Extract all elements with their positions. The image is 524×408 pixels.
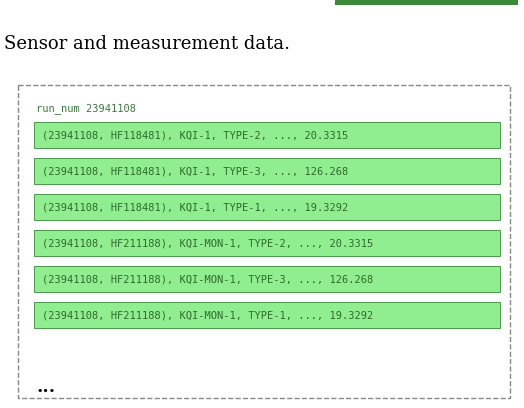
Text: (23941108, HF211188), KQI-MON-1, TYPE-1, ..., 19.3292: (23941108, HF211188), KQI-MON-1, TYPE-1,… <box>42 310 373 320</box>
Text: (23941108, HF118481), KQI-1, TYPE-2, ..., 20.3315: (23941108, HF118481), KQI-1, TYPE-2, ...… <box>42 130 348 140</box>
Bar <box>34 230 500 256</box>
Text: ...: ... <box>36 378 55 396</box>
Bar <box>335 0 518 5</box>
Bar <box>34 122 500 148</box>
Bar <box>34 302 500 328</box>
Bar <box>34 194 500 220</box>
Text: run_num 23941108: run_num 23941108 <box>36 103 136 114</box>
Text: (23941108, HF211188), KQI-MON-1, TYPE-2, ..., 20.3315: (23941108, HF211188), KQI-MON-1, TYPE-2,… <box>42 238 373 248</box>
Bar <box>34 158 500 184</box>
Text: Sensor and measurement data.: Sensor and measurement data. <box>4 35 290 53</box>
Bar <box>18 85 510 398</box>
Text: (23941108, HF118481), KQI-1, TYPE-1, ..., 19.3292: (23941108, HF118481), KQI-1, TYPE-1, ...… <box>42 202 348 212</box>
Bar <box>34 266 500 292</box>
Text: (23941108, HF211188), KQI-MON-1, TYPE-3, ..., 126.268: (23941108, HF211188), KQI-MON-1, TYPE-3,… <box>42 274 373 284</box>
Text: (23941108, HF118481), KQI-1, TYPE-3, ..., 126.268: (23941108, HF118481), KQI-1, TYPE-3, ...… <box>42 166 348 176</box>
